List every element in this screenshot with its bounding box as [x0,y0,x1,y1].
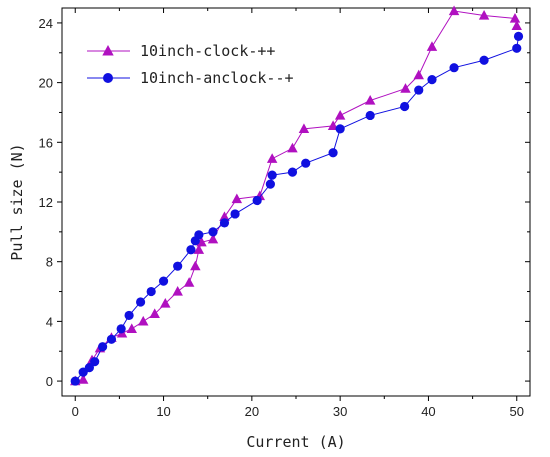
legend-label: 10inch-clock-++ [140,42,275,60]
data-point-triangle [196,236,207,247]
data-point-triangle [160,297,171,308]
data-point-circle [186,245,196,255]
x-tick-label: 30 [333,404,347,419]
data-point-circle [106,334,117,344]
y-tick-label: 8 [46,255,53,270]
data-point-circle [208,227,218,237]
data-point-triangle [511,20,522,31]
y-axis-title: Pull size (N) [8,143,26,260]
data-point-triangle [298,123,310,134]
data-point-triangle [364,95,376,105]
data-point-triangle [426,41,438,51]
data-point-circle [267,170,277,180]
data-point-circle [252,195,262,206]
data-point-triangle [138,315,149,326]
plot-area [61,7,531,397]
data-point-circle [135,297,146,307]
x-tick-label: 20 [245,404,259,419]
legend-label: 10inch-anclock--+ [140,69,294,87]
data-point-triangle [287,142,298,153]
series-layer [70,5,524,386]
data-point-circle [70,376,80,386]
data-point-triangle [448,5,460,16]
y-tick-label: 0 [46,374,53,389]
x-axis-title: Current (A) [246,433,345,451]
data-point-triangle [413,69,424,80]
legend: 10inch-clock-++ 10inch-anclock--+ [87,42,294,87]
data-point-circle [400,101,410,112]
data-point-circle [414,85,424,95]
data-point-triangle [231,193,243,204]
y-tick-label: 12 [39,195,53,210]
data-point-triangle [172,286,183,296]
data-point-triangle [509,12,521,23]
data-point-triangle [266,153,278,163]
data-point-triangle [207,233,219,244]
legend-marker-triangle [102,45,114,56]
data-point-triangle [193,244,205,254]
x-tick-label: 50 [510,404,524,419]
data-point-triangle [334,109,346,120]
data-point-triangle [478,9,490,20]
data-point-triangle [190,260,201,271]
data-point-triangle [327,120,339,131]
data-point-triangle [219,211,230,222]
data-point-circle [219,218,230,228]
data-point-circle [98,342,108,352]
y-tick-label: 20 [39,76,53,91]
data-point-circle [512,43,522,53]
data-point-circle [513,31,524,41]
data-point-circle [173,261,183,271]
legend-marker-circle [103,73,113,83]
data-point-circle [479,55,489,65]
data-point-triangle [126,323,137,333]
y-tick-label: 16 [39,135,53,150]
data-point-circle [124,310,134,321]
x-tick-label: 0 [72,404,79,419]
x-tick-label: 10 [156,404,170,419]
data-point-circle [116,324,126,334]
data-point-circle [301,158,311,168]
data-point-triangle [149,308,160,319]
data-point-circle [427,75,437,85]
data-point-circle [158,276,169,286]
series-2 [70,31,524,386]
data-point-circle [335,124,345,134]
data-point-triangle [77,374,89,384]
data-point-circle [194,230,204,240]
x-tick-label: 40 [421,404,435,419]
y-tick-label: 24 [39,16,53,31]
axis-ticks: 0 10 20 30 40 50 0 4 8 12 16 20 24 [39,8,530,419]
data-point-circle [265,179,275,189]
data-point-circle [146,286,156,297]
data-point-triangle [400,83,411,93]
data-point-circle [230,209,240,219]
y-tick-label: 4 [46,314,53,329]
data-point-circle [90,357,100,367]
data-point-triangle [183,277,195,287]
data-point-circle [84,363,94,373]
data-point-circle [449,63,459,73]
data-point-circle [365,110,375,121]
data-point-circle [287,167,298,177]
data-point-circle [328,148,338,158]
